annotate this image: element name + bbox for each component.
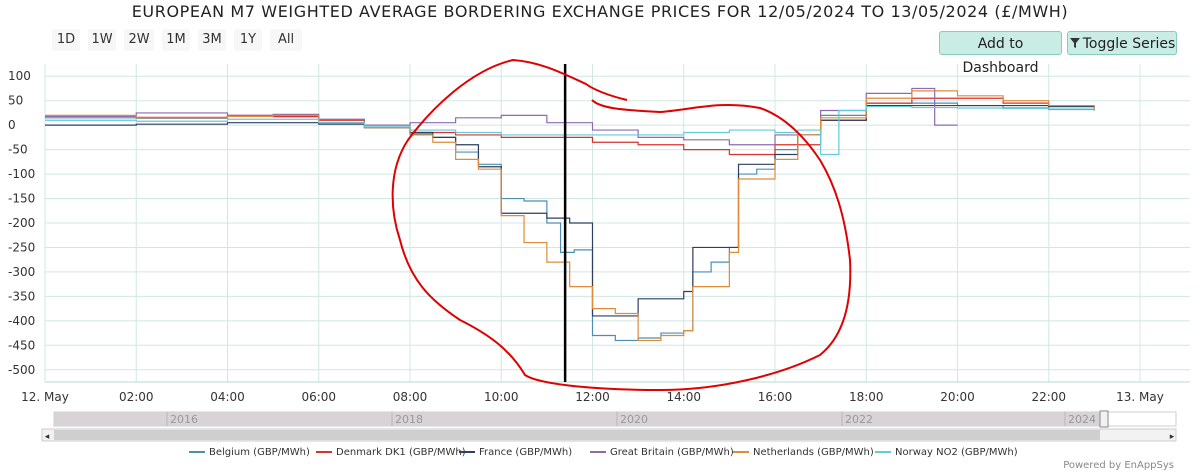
legend-label: Belgium (GBP/MWh) bbox=[209, 447, 310, 458]
navigator-year-label: 2024 bbox=[1068, 413, 1096, 426]
scroll-left-arrow[interactable]: ◂ bbox=[45, 432, 50, 442]
range-button-3m[interactable]: 3M bbox=[198, 29, 226, 51]
legend-item-2[interactable]: France (GBP/MWh) bbox=[459, 447, 572, 458]
legend-label: France (GBP/MWh) bbox=[479, 447, 573, 458]
y-tick-label: -200 bbox=[8, 216, 35, 230]
legend-item-0[interactable]: Belgium (GBP/MWh) bbox=[189, 447, 310, 458]
range-button-2w[interactable]: 2W bbox=[124, 29, 154, 51]
y-tick-label: -350 bbox=[8, 289, 35, 303]
y-tick-label: -400 bbox=[8, 314, 35, 328]
x-tick-label: 16:00 bbox=[758, 390, 793, 404]
x-tick-label: 13. May bbox=[1116, 390, 1164, 404]
y-tick-label: -250 bbox=[8, 240, 35, 254]
y-axis-labels: 100 50 0 -50 -100 -150 -200 -250 -300 -350 -400 -45… bbox=[8, 69, 35, 377]
series-line-1[interactable] bbox=[45, 97, 1095, 156]
range-button-1y[interactable]: 1Y bbox=[234, 29, 262, 51]
filter-icon bbox=[1069, 38, 1080, 48]
chart-title: EUROPEAN M7 WEIGHTED AVERAGE BORDERING E… bbox=[131, 2, 1069, 21]
grid-lines bbox=[44, 64, 1190, 383]
navigator-year-label: 2022 bbox=[845, 413, 873, 426]
toggle-series-label: Toggle Series bbox=[1082, 36, 1176, 52]
powered-by-credit: Powered by EnAppSys bbox=[1063, 460, 1174, 471]
navigator-year-label: 2016 bbox=[170, 413, 198, 426]
legend-label: Great Britain (GBP/MWh) bbox=[610, 447, 734, 458]
legend-swatch bbox=[875, 451, 891, 453]
legend-item-3[interactable]: Great Britain (GBP/MWh) bbox=[590, 447, 734, 458]
x-tick-label: 18:00 bbox=[849, 390, 884, 404]
navigator-year-label: 2020 bbox=[620, 413, 648, 426]
legend-label: Netherlands (GBP/MWh) bbox=[753, 447, 874, 458]
y-tick-label: -450 bbox=[8, 338, 35, 352]
legend-label: Norway NO2 (GBP/MWh) bbox=[895, 447, 1018, 458]
add-to-dashboard-button[interactable]: Add to Dashboard bbox=[939, 31, 1062, 76]
legend-swatch bbox=[590, 451, 606, 453]
toggle-series-button[interactable]: Toggle Series bbox=[1067, 31, 1177, 55]
hand-drawn-circle-annotation bbox=[391, 58, 852, 392]
legend-item-1[interactable]: Denmark DK1 (GBP/MWh) bbox=[316, 447, 466, 458]
legend-item-5[interactable]: Norway NO2 (GBP/MWh) bbox=[875, 447, 1018, 458]
series-line-5[interactable] bbox=[45, 105, 1095, 156]
series-line-4[interactable] bbox=[45, 90, 1095, 342]
x-tick-label: 08:00 bbox=[393, 390, 428, 404]
legend-swatch bbox=[459, 451, 475, 453]
x-tick-label: 04:00 bbox=[210, 390, 245, 404]
legend-label: Denmark DK1 (GBP/MWh) bbox=[336, 447, 466, 458]
navigator-scrollbar-thumb[interactable] bbox=[54, 430, 1100, 440]
y-tick-label: 50 bbox=[8, 94, 23, 108]
x-tick-label: 06:00 bbox=[301, 390, 336, 404]
legend-swatch bbox=[316, 451, 332, 453]
scroll-right-arrow[interactable]: ▸ bbox=[1170, 432, 1175, 442]
y-tick-label: 0 bbox=[8, 118, 16, 132]
navigator[interactable]: 2016 2018 2020 2022 2024 ◂ ▸ bbox=[41, 410, 1177, 442]
x-tick-label: 02:00 bbox=[119, 390, 154, 404]
range-button-1m[interactable]: 1M bbox=[162, 29, 190, 51]
range-button-1d[interactable]: 1D bbox=[52, 29, 80, 51]
x-tick-label: 12. May bbox=[21, 390, 69, 404]
range-button-all[interactable]: All bbox=[270, 29, 302, 51]
y-tick-label: -150 bbox=[8, 192, 35, 206]
legend-item-4[interactable]: Netherlands (GBP/MWh) bbox=[733, 447, 874, 458]
y-tick-label: -100 bbox=[8, 167, 35, 181]
x-tick-label: 12:00 bbox=[575, 390, 610, 404]
x-tick-label: 10:00 bbox=[484, 390, 519, 404]
legend-swatch bbox=[733, 451, 749, 453]
x-tick-label: 20:00 bbox=[940, 390, 975, 404]
range-button-1w[interactable]: 1W bbox=[88, 29, 116, 51]
y-tick-label: -50 bbox=[8, 143, 28, 157]
x-tick-label: 14:00 bbox=[666, 390, 701, 404]
legend-swatch bbox=[189, 451, 205, 453]
x-tick-label: 22:00 bbox=[1031, 390, 1066, 404]
navigator-year-labels: 2016 2018 2020 2022 2024 bbox=[166, 412, 1096, 426]
y-tick-label: -500 bbox=[8, 363, 35, 377]
y-tick-label: 100 bbox=[8, 69, 31, 83]
series-lines bbox=[45, 87, 1095, 342]
x-axis-labels: 12. May 02:00 04:00 06:00 08:00 10:00 12:00 14:… bbox=[21, 390, 1164, 404]
navigator-year-label: 2018 bbox=[395, 413, 423, 426]
navigator-handle-right[interactable] bbox=[1099, 410, 1109, 428]
y-tick-label: -300 bbox=[8, 265, 35, 279]
